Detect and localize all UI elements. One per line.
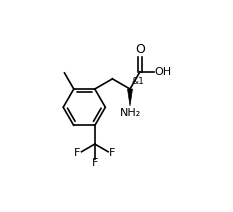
Text: OH: OH xyxy=(154,67,172,77)
Polygon shape xyxy=(127,89,133,106)
Text: NH₂: NH₂ xyxy=(119,108,141,118)
Text: F: F xyxy=(92,158,98,168)
Text: O: O xyxy=(135,43,145,56)
Text: F: F xyxy=(74,148,81,158)
Text: F: F xyxy=(108,148,115,158)
Text: &1: &1 xyxy=(131,77,144,86)
